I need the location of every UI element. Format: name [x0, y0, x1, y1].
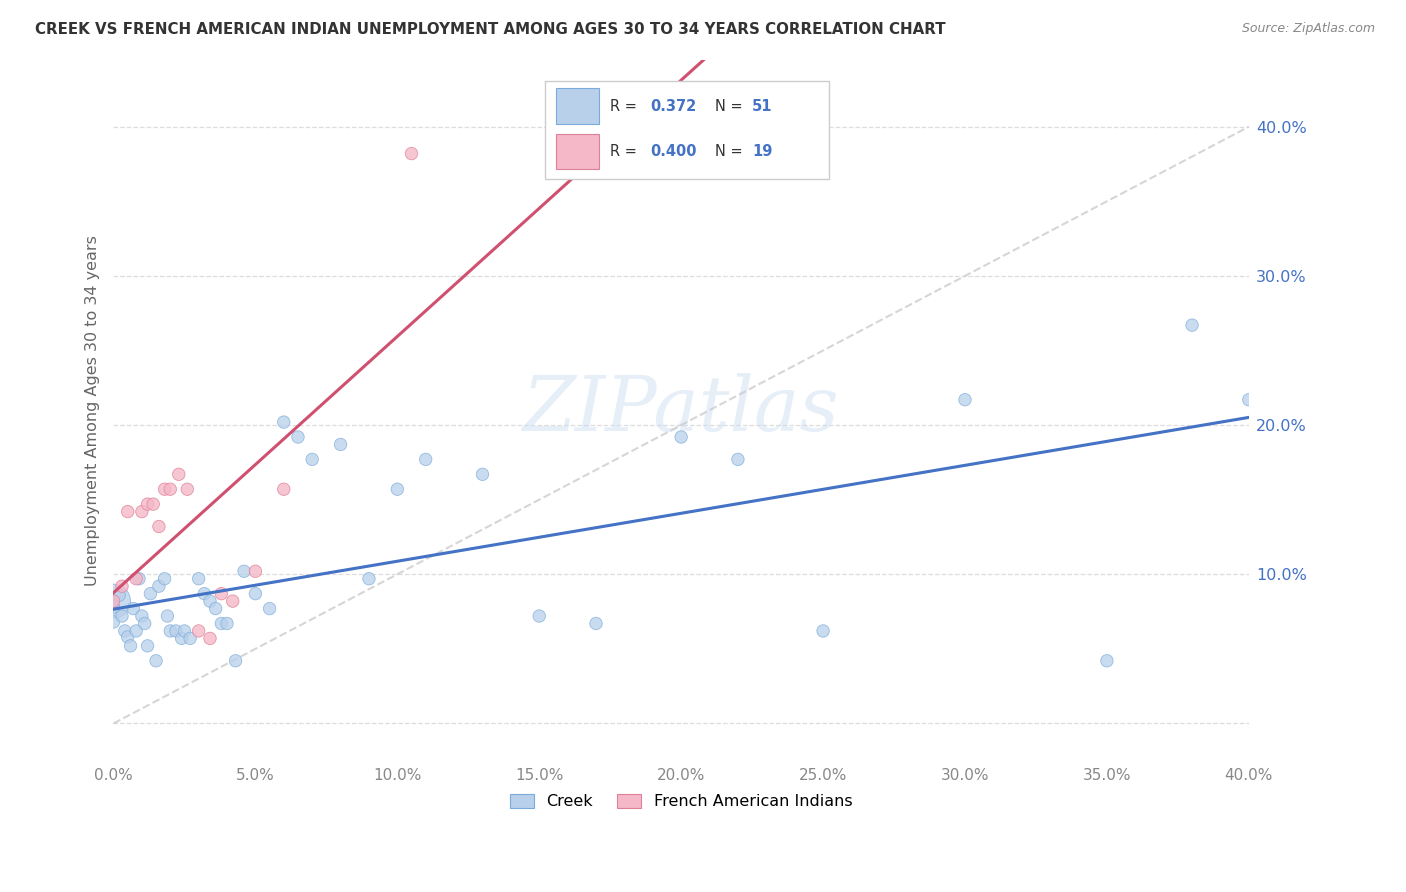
Point — [401, 146, 423, 161]
Point — [122, 601, 145, 615]
Point — [387, 482, 409, 496]
Point — [471, 467, 494, 482]
Point — [273, 482, 295, 496]
Point — [153, 572, 176, 586]
Point — [273, 415, 295, 429]
Point — [114, 624, 136, 638]
Point — [103, 600, 125, 615]
Point — [198, 594, 221, 608]
Point — [357, 572, 380, 586]
Point — [287, 430, 309, 444]
Point — [173, 624, 195, 638]
Point — [128, 572, 150, 586]
Point — [131, 505, 153, 519]
Point — [145, 654, 167, 668]
Point — [176, 482, 198, 496]
Point — [222, 594, 245, 608]
Point — [245, 587, 267, 601]
Point — [136, 497, 159, 511]
Point — [139, 587, 162, 601]
Point — [209, 587, 232, 601]
Point — [209, 616, 232, 631]
Point — [111, 609, 134, 624]
Point — [1237, 392, 1260, 407]
Point — [585, 616, 607, 631]
Point — [259, 601, 281, 615]
Point — [136, 639, 159, 653]
Text: CREEK VS FRENCH AMERICAN INDIAN UNEMPLOYMENT AMONG AGES 30 TO 34 YEARS CORRELATI: CREEK VS FRENCH AMERICAN INDIAN UNEMPLOY… — [35, 22, 946, 37]
Y-axis label: Unemployment Among Ages 30 to 34 years: Unemployment Among Ages 30 to 34 years — [86, 235, 100, 586]
Point — [225, 654, 247, 668]
Point — [415, 452, 437, 467]
Point — [301, 452, 323, 467]
Point — [165, 624, 187, 638]
Point — [204, 601, 226, 615]
Point — [153, 482, 176, 496]
Point — [953, 392, 976, 407]
Legend: Creek, French American Indians: Creek, French American Indians — [503, 788, 859, 816]
Point — [170, 632, 193, 646]
Text: ZIPatlas: ZIPatlas — [523, 373, 839, 447]
Point — [529, 609, 551, 624]
Point — [669, 430, 692, 444]
Point — [125, 572, 148, 586]
Point — [193, 587, 215, 601]
Point — [156, 609, 179, 624]
Point — [727, 452, 749, 467]
Text: Source: ZipAtlas.com: Source: ZipAtlas.com — [1241, 22, 1375, 36]
Point — [187, 572, 209, 586]
Point — [167, 467, 190, 482]
Point — [148, 579, 170, 593]
Point — [159, 482, 181, 496]
Point — [117, 630, 139, 644]
Point — [198, 632, 221, 646]
Point — [142, 497, 165, 511]
Point — [329, 437, 352, 451]
Point — [1181, 318, 1204, 333]
Point — [117, 505, 139, 519]
Point — [125, 624, 148, 638]
Point — [131, 609, 153, 624]
Point — [215, 616, 238, 631]
Point — [245, 564, 267, 578]
Point — [187, 624, 209, 638]
Point — [111, 579, 134, 593]
Point — [159, 624, 181, 638]
Point — [179, 632, 201, 646]
Point — [103, 594, 125, 608]
Point — [233, 564, 256, 578]
Point — [108, 588, 131, 602]
Point — [148, 519, 170, 533]
Point — [103, 594, 125, 608]
Point — [134, 616, 156, 631]
Point — [103, 615, 125, 629]
Point — [1095, 654, 1118, 668]
Point — [811, 624, 834, 638]
Point — [120, 639, 142, 653]
